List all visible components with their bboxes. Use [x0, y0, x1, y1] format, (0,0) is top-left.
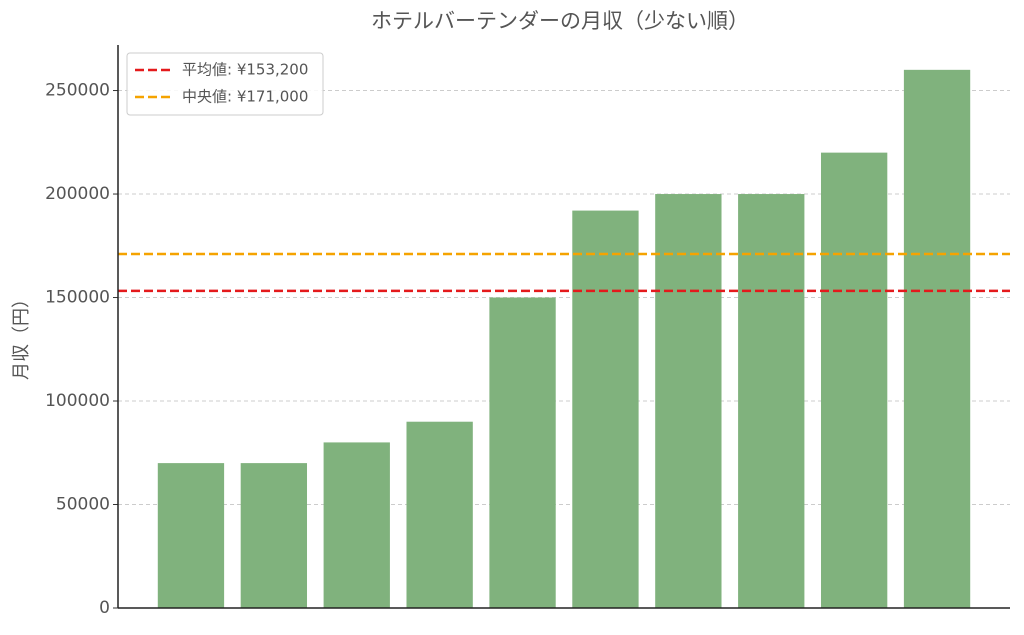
y-tick-label: 250000 [45, 81, 110, 101]
bar [820, 152, 888, 608]
bar [655, 194, 722, 608]
y-tick-label: 150000 [45, 288, 110, 308]
legend-label: 中央値: ¥171,000 [182, 88, 308, 106]
y-tick-label: 50000 [56, 495, 110, 515]
legend-label: 平均値: ¥153,200 [182, 61, 308, 79]
bar [406, 421, 473, 608]
y-tick-label: 0 [99, 598, 110, 618]
bar [738, 194, 805, 608]
bar [572, 210, 639, 608]
y-tick-label: 100000 [45, 391, 110, 411]
bar [240, 463, 308, 608]
legend [126, 52, 324, 116]
y-tick-label: 200000 [45, 184, 110, 204]
chart-title: ホテルバーテンダーの月収（少ない順） [371, 9, 749, 33]
y-axis-label: 月収（円） [11, 290, 32, 380]
bar [157, 463, 225, 608]
bar [323, 442, 390, 608]
bar [903, 69, 971, 608]
bar [489, 297, 556, 608]
